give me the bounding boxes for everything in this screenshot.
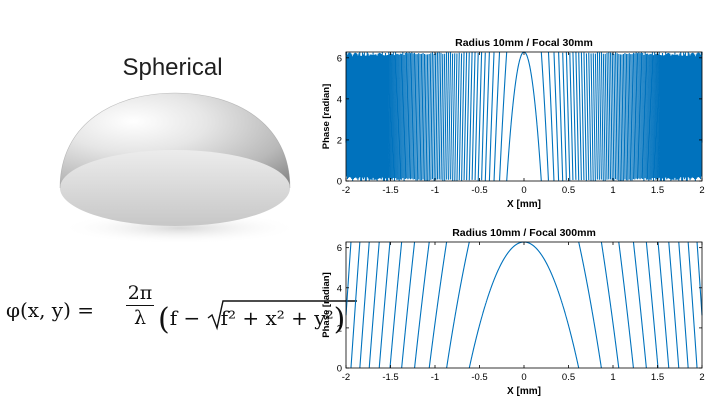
x-tick-label: -1.5 <box>382 185 398 196</box>
x-tick-label: -0.5 <box>471 185 487 196</box>
x-tick-label: 0.5 <box>562 185 575 196</box>
x-tick-label: -0.5 <box>471 372 487 383</box>
series-line <box>345 241 703 369</box>
x-tick-label: -1 <box>431 185 439 196</box>
formula-numerator: 2π <box>127 282 153 304</box>
formula-fraction: 2π λ <box>126 282 154 329</box>
formula-f: f <box>169 306 178 330</box>
x-tick-label: 1.5 <box>651 372 664 383</box>
formula-close-paren: ) <box>333 302 346 337</box>
lens-title: Spherical <box>122 54 223 81</box>
y-tick-label: 4 <box>337 283 342 294</box>
phase-chart-focal-300mm: Radius 10mm / Focal 300mm -2 -1.5 -1 -0.5 0 0.… <box>321 227 705 397</box>
spherical-lens-illustration <box>59 92 300 244</box>
x-tick-label: -2 <box>342 372 350 383</box>
formula-radicand: f² + x² + y² <box>220 306 334 330</box>
x-tick-label: -1.5 <box>382 372 398 383</box>
x-tick-label: 1 <box>610 372 615 383</box>
y-axis-label: Phase [radian] <box>321 272 332 337</box>
x-tick-label: 2 <box>699 185 704 196</box>
y-axis-label: Phase [radian] <box>321 84 332 149</box>
x-tick-label: -2 <box>342 185 350 196</box>
sqrt-sign-icon <box>207 300 357 331</box>
y-tick-label: 0 <box>337 177 342 188</box>
x-tick-label: 1.5 <box>651 185 664 196</box>
y-tick-label: 6 <box>337 53 342 64</box>
series-line <box>345 51 703 181</box>
formula-fraction-bar <box>126 305 154 306</box>
x-tick-label: 1 <box>610 185 615 196</box>
x-tick-label: 2 <box>699 372 704 383</box>
formula-open-paren: ( <box>158 302 170 337</box>
x-tick-label: -1 <box>431 372 439 383</box>
formula-lhs: φ(x, y) = <box>6 298 95 322</box>
y-tick-label: 2 <box>337 135 342 146</box>
x-axis-label: X [mm] <box>507 199 541 210</box>
y-tick-label: 4 <box>337 94 342 105</box>
y-tick-label: 0 <box>337 364 342 375</box>
chart-title: Radius 10mm / Focal 30mm <box>455 37 593 49</box>
phase-formula: φ(x, y) = 2π λ (f − f² + x² + y² ) <box>6 282 357 342</box>
formula-minus: − <box>177 306 207 330</box>
phase-chart-focal-30mm: Radius 10mm / Focal 30mm -2 -1.5 -1 -0.5 0 0.5… <box>321 37 705 210</box>
x-tick-label: 0 <box>521 372 526 383</box>
chart-title: Radius 10mm / Focal 300mm <box>452 227 596 239</box>
lens-base <box>60 150 290 226</box>
x-tick-label: 0 <box>521 185 526 196</box>
y-tick-label: 6 <box>337 243 342 254</box>
formula-rhs: (f − f² + x² + y² ) <box>158 298 357 337</box>
x-tick-label: 0.5 <box>562 372 575 383</box>
formula-denominator: λ <box>133 307 147 329</box>
y-tick-label: 2 <box>337 323 342 334</box>
x-axis-label: X [mm] <box>507 386 541 397</box>
